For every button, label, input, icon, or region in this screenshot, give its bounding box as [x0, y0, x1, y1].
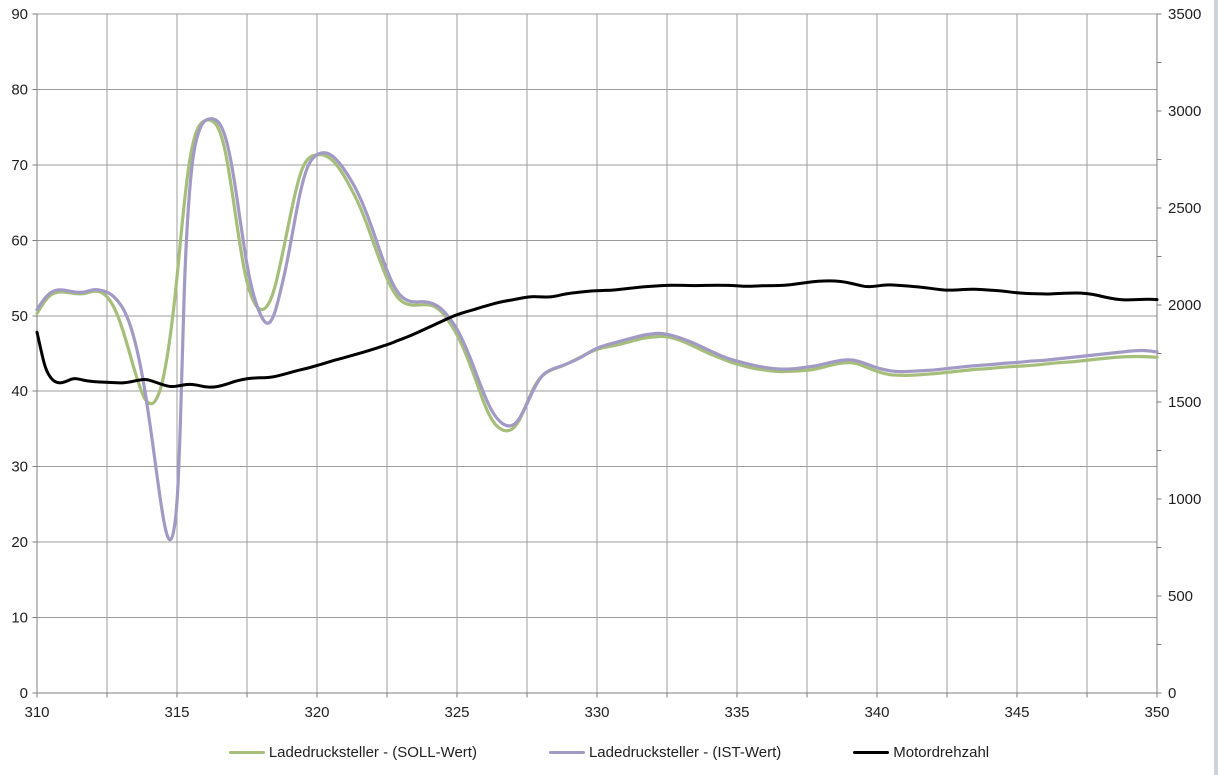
svg-text:60: 60 [11, 232, 28, 249]
svg-text:1000: 1000 [1168, 491, 1201, 508]
svg-text:340: 340 [864, 704, 889, 721]
motordrehzahl-line-swatch [853, 751, 890, 754]
svg-text:0: 0 [20, 685, 28, 702]
svg-text:0: 0 [1168, 685, 1176, 702]
svg-text:70: 70 [11, 157, 28, 174]
svg-text:335: 335 [724, 704, 749, 721]
svg-text:2500: 2500 [1168, 200, 1201, 217]
series-line-2 [35, 279, 1159, 389]
svg-text:3500: 3500 [1168, 6, 1201, 23]
svg-text:500: 500 [1168, 588, 1193, 605]
svg-text:50: 50 [11, 308, 28, 325]
svg-text:30: 30 [11, 459, 28, 476]
svg-text:1500: 1500 [1168, 394, 1201, 411]
plot-area: 0 10 20 30 40 50 60 70 80 90 0 500 1000 1500 2000 2500 3… [11, 6, 1201, 721]
ist-line-swatch [548, 751, 585, 754]
svg-text:320: 320 [304, 704, 329, 721]
svg-text:80: 80 [11, 81, 28, 98]
window-edge [1214, 0, 1218, 775]
legend-item-ist: Ladedrucksteller - (IST-Wert) [548, 744, 782, 761]
series-line-1 [35, 117, 1159, 542]
svg-text:330: 330 [584, 704, 609, 721]
svg-text:20: 20 [11, 534, 28, 551]
svg-text:325: 325 [444, 704, 469, 721]
svg-text:40: 40 [11, 383, 28, 400]
svg-text:10: 10 [11, 610, 28, 627]
svg-text:315: 315 [164, 704, 189, 721]
legend-item-motordrehzahl: Motordrehzahl [853, 744, 989, 761]
soll-line-swatch [228, 751, 265, 754]
svg-text:345: 345 [1004, 704, 1029, 721]
legend-label-soll: Ladedrucksteller - (SOLL-Wert) [268, 744, 477, 761]
svg-text:2000: 2000 [1168, 297, 1201, 314]
legend-label-motordrehzahl: Motordrehzahl [893, 744, 990, 761]
legend-label-ist: Ladedrucksteller - (IST-Wert) [588, 744, 782, 761]
legend-item-soll: Ladedrucksteller - (SOLL-Wert) [228, 744, 477, 761]
svg-text:3000: 3000 [1168, 103, 1201, 120]
svg-text:310: 310 [24, 704, 49, 721]
series-line-0 [35, 118, 1159, 433]
svg-text:90: 90 [11, 6, 28, 23]
svg-text:350: 350 [1144, 704, 1169, 721]
legend: Ladedrucksteller - (SOLL-Wert) Ladedruck… [0, 744, 1218, 761]
